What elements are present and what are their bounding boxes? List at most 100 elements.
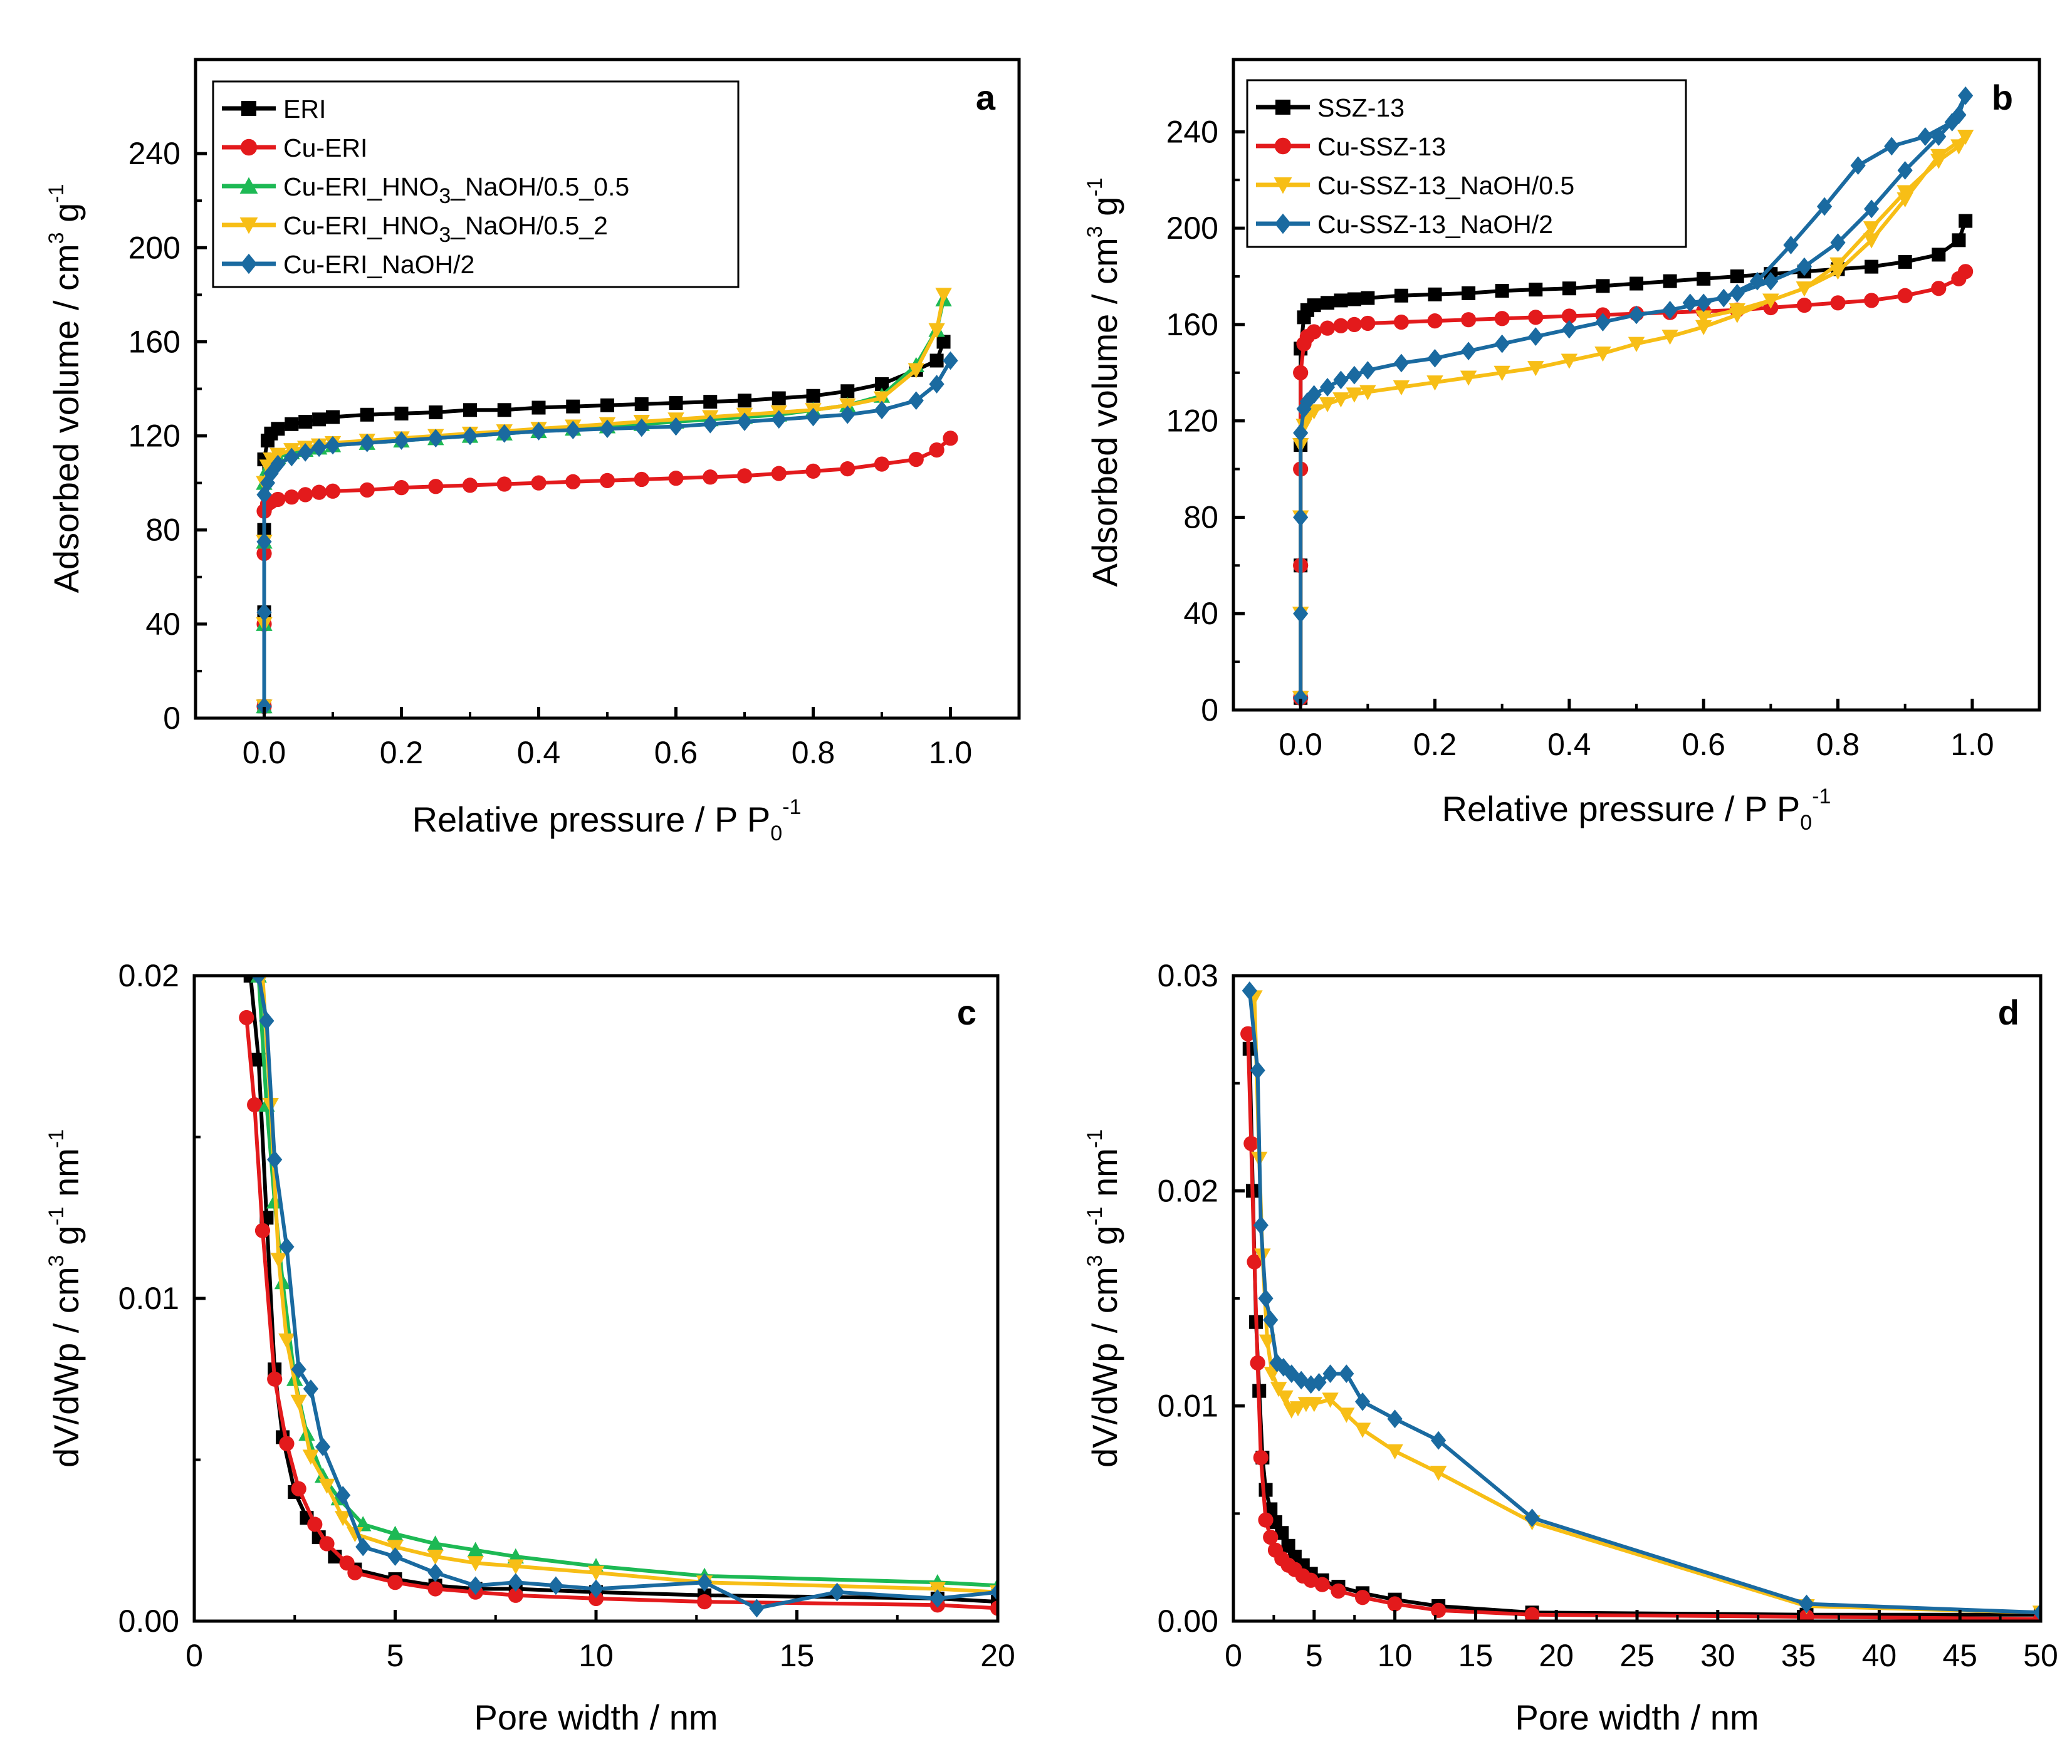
panel-a-legend-item: Cu-ERI_NaOH/2 [222,250,474,279]
panel-a-y-tick-label: 160 [128,324,181,359]
panel-a-ticks: 0.0 0.2 0.4 0.6 0.8 1.0 0 40 80 120 160 200 240 [128,136,973,770]
panel-b-data-point [1863,233,1880,249]
panel-c-data-point [270,1253,287,1268]
panel-b-data-point [1307,298,1321,313]
panel-a-x-tick-label: 0.0 [243,735,286,770]
panel-c-data-point [290,1394,307,1410]
panel-b-data-point [1863,221,1880,237]
panel-a-data-point [496,424,512,443]
panel-c-data-point [427,1581,443,1597]
panel-b-data-point [1897,192,1913,208]
panel-b-data-point [1898,254,1912,269]
panel-d-data-point [1258,1512,1274,1528]
panel-d-data-point [1354,1590,1371,1605]
panel-b-data-point [1529,283,1543,297]
panel-c-data-point [239,1010,254,1026]
panel-b-ticks: 0.0 0.2 0.4 0.6 0.8 1.0 0 40 80 120 160 200 240 [1166,114,1994,762]
panel-b-data-point [1426,375,1443,391]
panel-b-data-point [1830,233,1846,253]
panel-b-x-tick-label: 0.2 [1413,727,1457,762]
panel-a-legend-item: Cu-ERI_HNO3_NaOH/0.5_0.5 [222,172,629,208]
panel-b-x-axis-label: Relative pressure / P P0-1 [1442,785,1831,835]
panel-b-data-point [1319,397,1336,412]
panel-d-frame [1232,974,2043,1623]
panel-c-data-point [259,1011,275,1030]
panel-a-data-point [565,420,581,440]
panel-b-data-point [1595,313,1611,331]
panel-c-data-point [467,1542,484,1557]
panel-c-data-point [548,1576,563,1595]
panel-a-legend-box [212,80,740,288]
panel-b-data-point [1346,365,1362,385]
panel-d-x-tick-label: 5 [1305,1638,1323,1673]
panel-d-x-tick-label: 35 [1781,1638,1816,1673]
panel-a-data-point [935,288,952,303]
panel-b-data-point [1628,305,1645,325]
panel-a-y-tick-label: 40 [145,607,181,642]
panel-b-data-point [1958,86,1974,105]
panel-d-data-point [1354,1422,1371,1438]
panel-b-data-point [1359,385,1376,400]
panel-c: 0 5 10 15 20 0.00 0.01 0.02 c Pore width / nm d… [44,958,1015,1737]
panel-b-data-point [1865,259,1879,274]
panel-a-data-point [874,456,890,472]
panel-c-data-point [302,1449,320,1465]
legend-label: Cu-SSZ-13_NaOH/2 [1317,210,1553,239]
panel-c-data-point [696,1594,713,1610]
panel-a-series-line [262,299,946,707]
panel-b-data-point [1749,271,1765,291]
panel-a-data-point [771,466,787,481]
legend-swatch-marker [240,138,258,156]
panel-a-x-tick-label: 0.2 [380,735,424,770]
panel-a-data-point [462,426,478,446]
panel-a-data-point [298,487,313,503]
panel-d-series-line [1246,1033,2041,1621]
panel-d-series-2 [1246,990,2041,1621]
panel-a-data-point [263,464,279,483]
panel-b-data-point [1306,324,1322,340]
panel-b-data-point [1783,236,1799,254]
panel-d-x-tick-label: 45 [1942,1638,1977,1673]
panel-d-data-point [1270,1382,1287,1397]
panel-b-data-point [1958,264,1974,279]
panel-a-x-axis-label: Relative pressure / P P0-1 [412,795,802,845]
panel-c-data-point [347,1527,364,1543]
panel-b-data-point [1952,233,1966,248]
panel-a-data-point [325,483,341,499]
panel-c-data-point [315,1438,331,1456]
panel-d-y-tick-label: 0.02 [1158,1173,1218,1208]
panel-a-data-point [634,397,649,411]
panel-c-plot-area [239,976,998,1618]
panel-b-data-point [1931,127,1947,146]
panel-c-data-point [588,1579,604,1599]
panel-c-y-axis-label: dV/dWp / cm3 g-1 nm-1 [44,1129,86,1468]
panel-b-data-point [1494,365,1510,381]
panel-a-data-point [703,469,718,485]
panel-b-data-point [1346,316,1362,332]
panel-a-data-point [497,403,511,417]
panel-d-x-tick-label: 10 [1378,1638,1413,1673]
panel-d-series-line [1247,1048,2041,1617]
panel-c-data-point [355,1537,371,1557]
panel-b-y-tick-label: 40 [1183,596,1218,631]
panel-d-data-point [1314,1577,1330,1592]
panel-d-data-point [1430,1466,1447,1481]
panel-a-data-point [270,454,286,474]
panel-a-data-point [840,461,855,477]
panel-b-data-point [1319,320,1336,336]
panel-b-data-point [1917,127,1933,146]
panel-a-data-point [873,391,891,407]
panel-b-data-point [1695,310,1712,326]
panel-a-data-point [531,475,547,491]
panel-b-y-tick-label: 160 [1166,307,1218,342]
panel-d-data-point [1431,1602,1447,1618]
panel-b-data-point [1333,370,1349,390]
panel-a-data-point [256,603,272,622]
panel-d-data-point [1263,1530,1279,1545]
panel-c-data-point [279,1237,295,1256]
panel-b-series-3 [1293,86,1974,707]
legend-label: Cu-ERI_HNO3_NaOH/0.5_0.5 [283,172,629,208]
panel-a-data-point [429,405,443,420]
panel-c-series-line [256,976,998,1588]
